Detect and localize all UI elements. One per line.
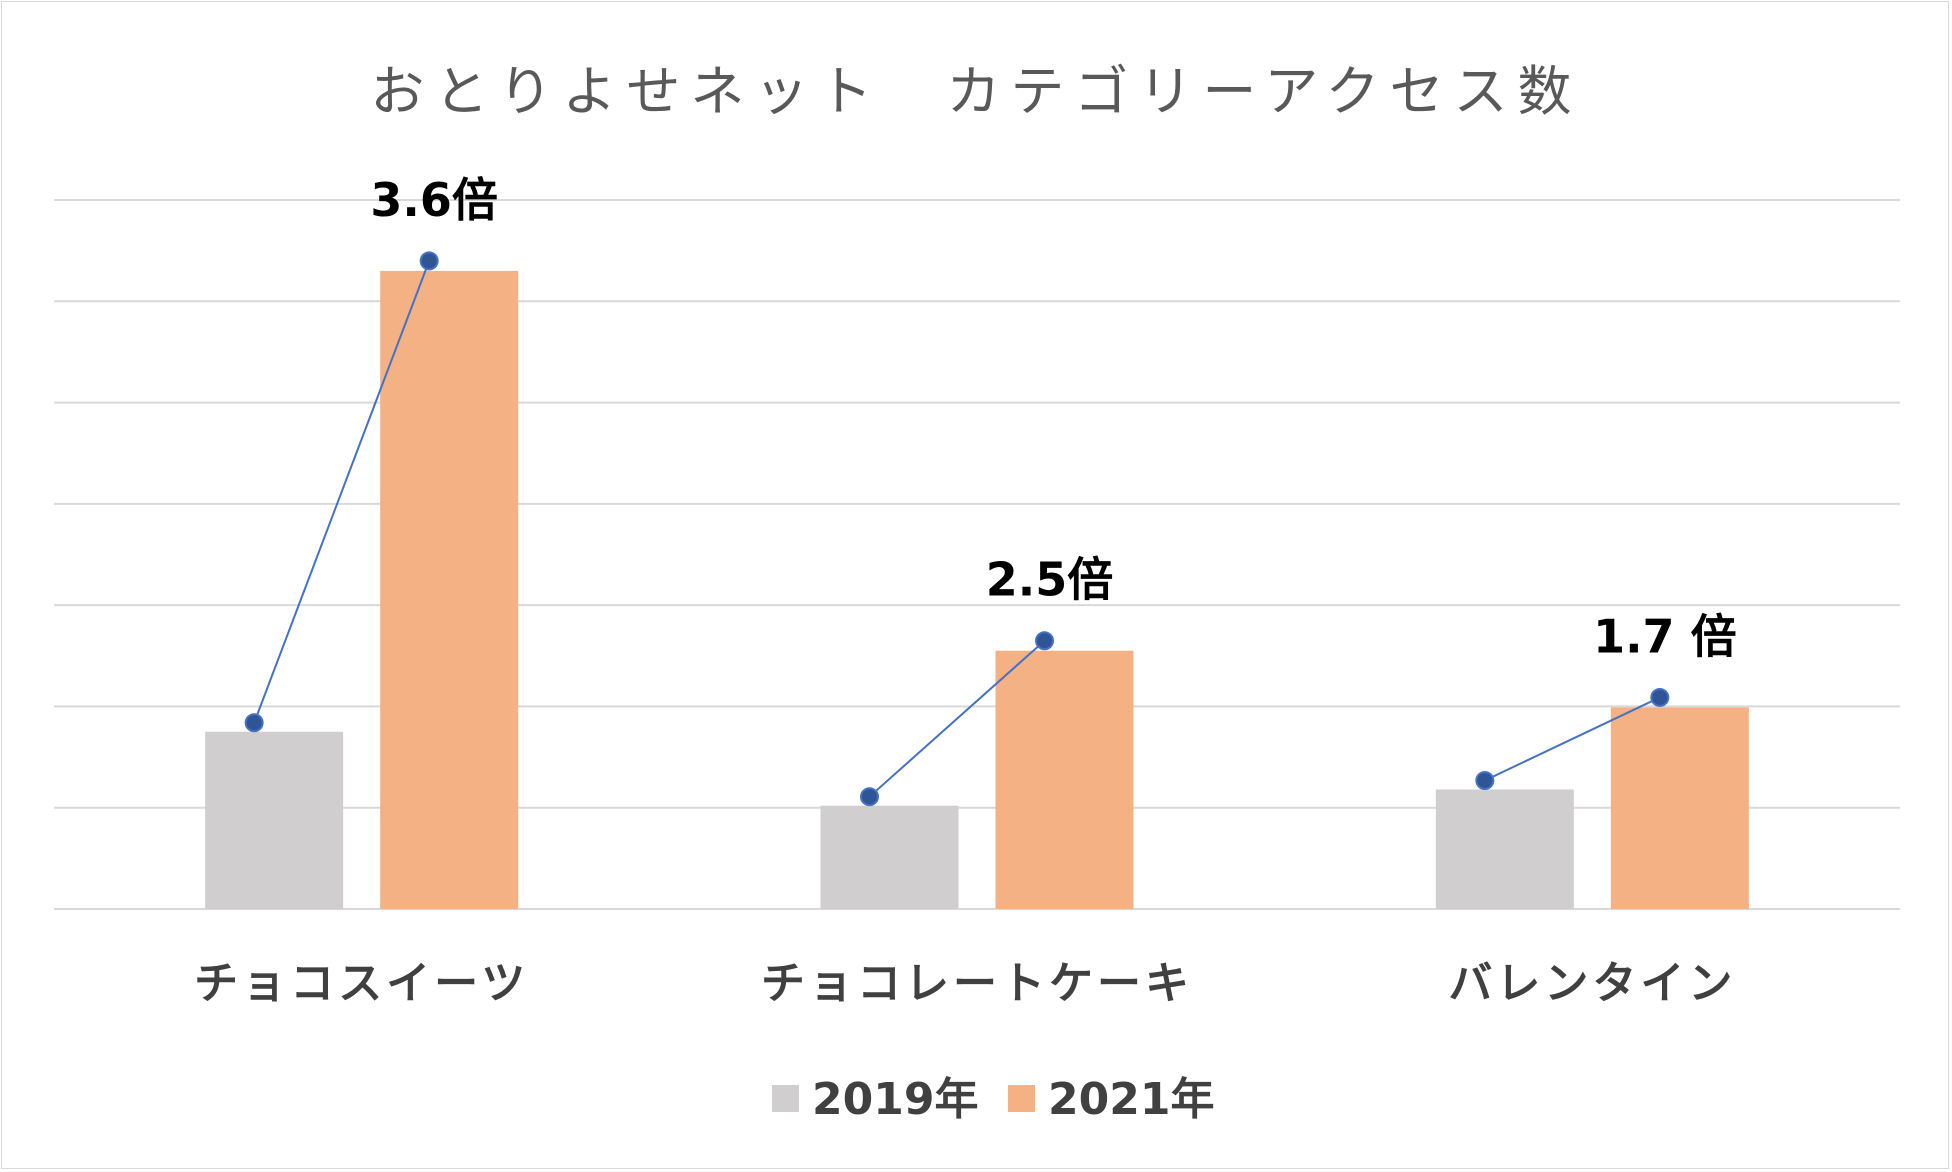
category-label: チョコレートケーキ	[761, 958, 1193, 1009]
bar	[205, 731, 344, 909]
legend: 2019年 2021年	[772, 1074, 1214, 1125]
category-label: チョコスイーツ	[194, 958, 529, 1009]
growth-line	[253, 260, 431, 724]
growth-marker	[1475, 770, 1495, 790]
growth-label: 2.5倍	[986, 553, 1114, 607]
growth-marker	[1035, 631, 1054, 651]
growth-marker	[244, 713, 264, 733]
bar	[1610, 707, 1749, 909]
bar	[380, 270, 519, 909]
growth-connectors	[244, 251, 1670, 807]
legend-label: 2019年	[812, 1074, 978, 1125]
category-labels: チョコスイーツ チョコレートケーキ バレンタイン	[194, 958, 1736, 1009]
growth-label: 3.6倍	[370, 173, 498, 227]
bar	[820, 805, 959, 909]
growth-labels: 3.6倍 2.5倍 1.7 倍	[370, 173, 1736, 664]
chart-title: おとりよせネット カテゴリーアクセス数	[370, 60, 1581, 123]
growth-line	[868, 639, 1046, 798]
grid-lines	[54, 199, 1900, 910]
legend-swatch	[1008, 1085, 1035, 1112]
growth-label: 1.7 倍	[1593, 609, 1737, 663]
legend-label: 2021年	[1048, 1074, 1214, 1125]
growth-line	[1484, 696, 1661, 782]
bar	[1435, 789, 1574, 909]
bars	[205, 270, 1749, 909]
category-label: バレンタイン	[1448, 958, 1736, 1009]
growth-marker	[419, 251, 439, 271]
growth-marker	[860, 787, 879, 807]
bar	[995, 650, 1134, 909]
legend-swatch	[772, 1085, 799, 1112]
growth-marker	[1650, 687, 1670, 707]
